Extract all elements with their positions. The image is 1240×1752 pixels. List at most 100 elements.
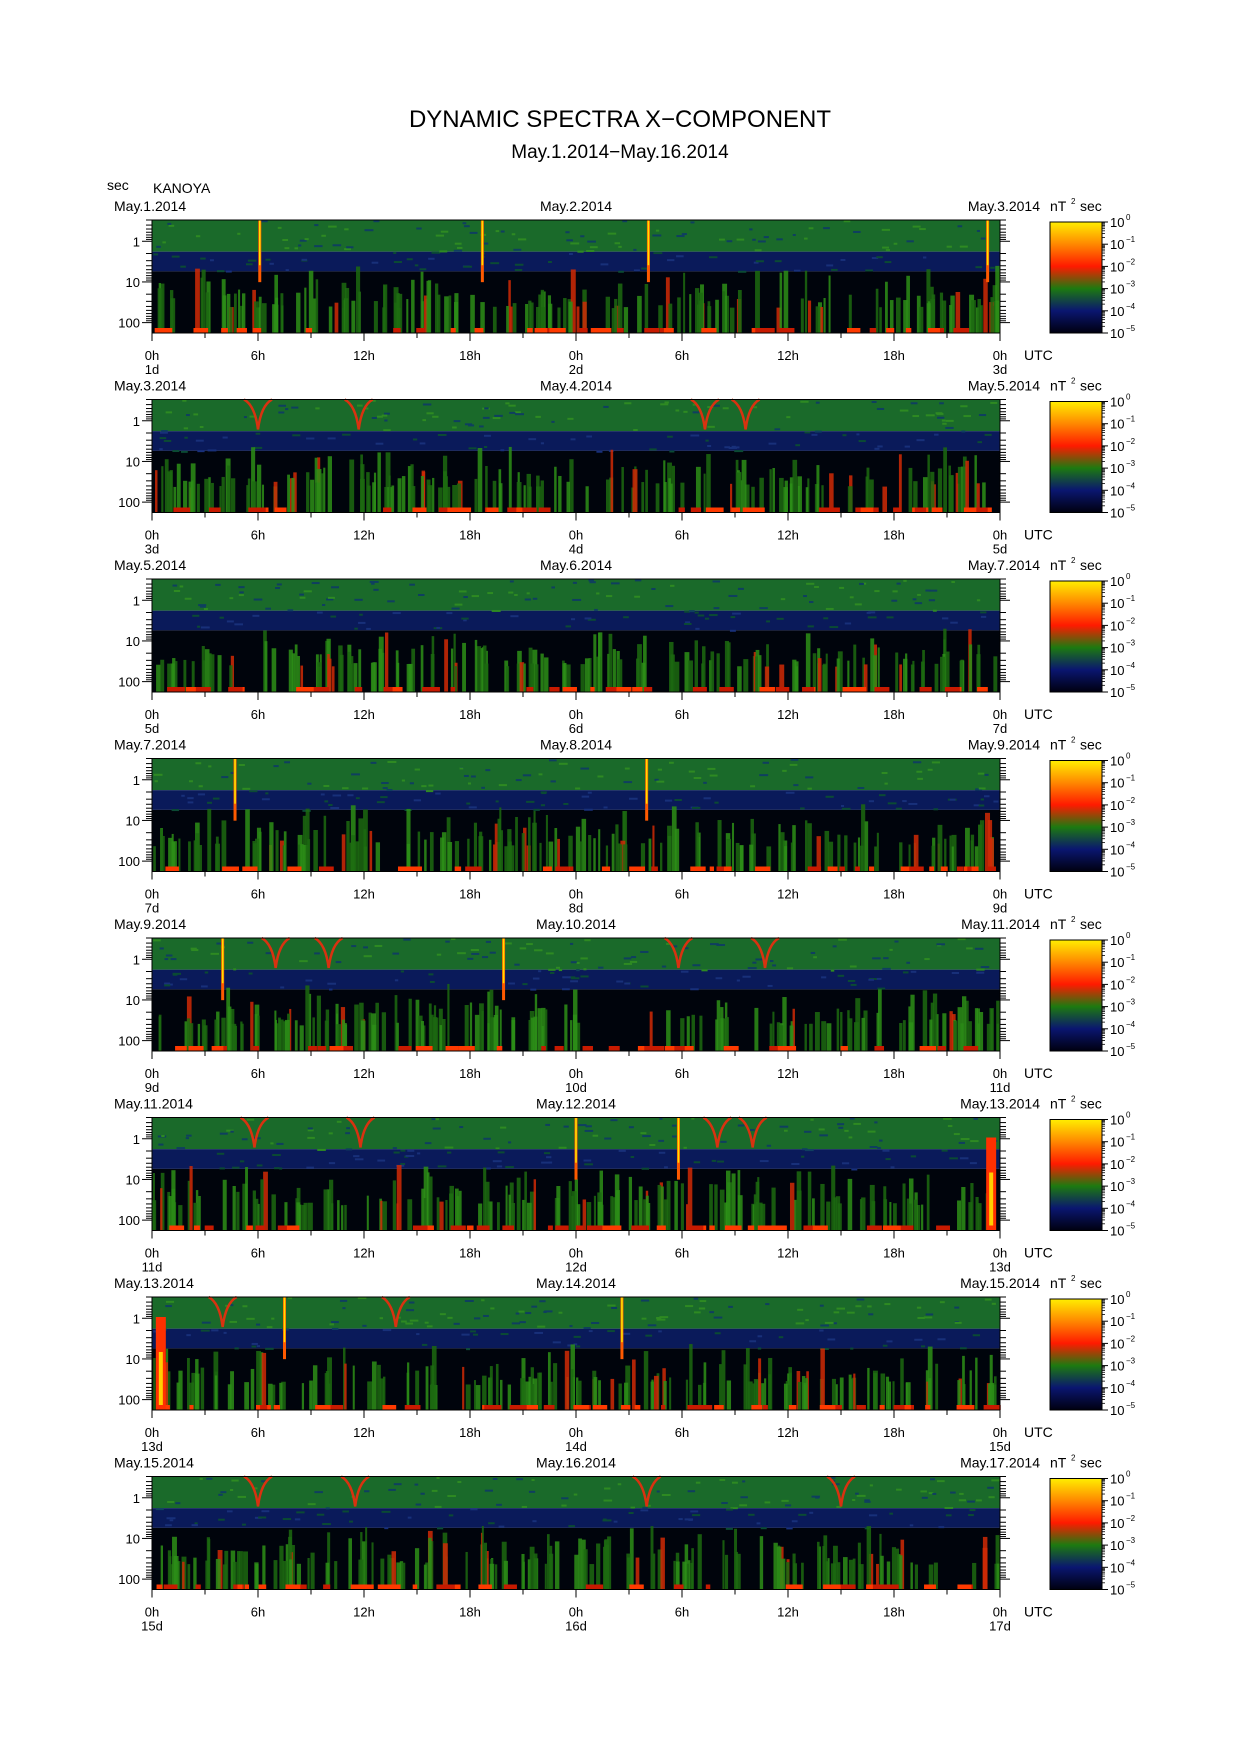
spectrum-texture — [857, 787, 865, 790]
spectrum-texture — [567, 417, 574, 420]
spectrum-texture — [904, 445, 910, 448]
spectrum-texture — [613, 1520, 618, 1523]
spectrum-texture — [910, 402, 918, 405]
colorbar-unit-sup: 2 — [1071, 736, 1076, 745]
spectrum-activity — [688, 660, 693, 692]
colorbar-tick-exp: −2 — [1126, 1155, 1136, 1164]
spectrum-texture — [314, 224, 319, 227]
spectrum-texture — [416, 227, 422, 230]
spectrum-texture — [558, 1311, 563, 1314]
spectrum-texture — [725, 1527, 733, 1530]
spectrum-activity — [853, 842, 857, 872]
spectrum-texture — [327, 437, 336, 440]
spectrum-texture — [256, 1164, 263, 1167]
spectrum-activity — [877, 647, 880, 692]
spectrum-texture — [481, 1299, 485, 1302]
spectrum-texture — [342, 433, 351, 436]
spectrum-activity — [508, 841, 512, 872]
spectrum-texture — [881, 771, 888, 774]
spectrum-floor — [398, 1046, 412, 1051]
spectrum-activity — [530, 302, 534, 333]
spectrum-texture — [270, 1142, 274, 1145]
spectrum-texture — [409, 1319, 419, 1322]
spectrum-texture — [649, 1144, 656, 1147]
spectrum-texture — [282, 1518, 292, 1521]
spectrum-texture — [216, 270, 225, 273]
spectrum-floor — [661, 1405, 666, 1410]
spectrum-texture — [936, 1480, 945, 1483]
colorbar-tick-label: 10 — [1110, 798, 1124, 813]
spectrum-activity — [312, 1365, 318, 1410]
spectrum-activity — [860, 845, 864, 872]
spectrum-texture — [823, 617, 829, 620]
spectrum-texture — [200, 1329, 210, 1332]
spectrum-texture — [354, 598, 363, 601]
spectrum-activity — [523, 485, 526, 513]
spectrum-activity — [442, 1543, 448, 1590]
spectrum-texture — [485, 940, 491, 943]
spectrum-activity — [986, 1023, 991, 1051]
spectrum-texture — [233, 968, 237, 971]
dispersive-feature — [207, 1295, 238, 1328]
spectrum-texture — [457, 952, 466, 955]
spectrum-activity — [482, 1375, 487, 1410]
spectrum-texture — [728, 1305, 733, 1308]
day-label: 13d — [989, 1260, 1011, 1275]
spectrum-texture — [826, 264, 834, 267]
spectrum-texture — [215, 583, 221, 586]
spectrum-activity — [280, 293, 284, 333]
colorbar — [1049, 760, 1103, 872]
spectrum-activity — [171, 841, 175, 872]
spectrum-floor — [818, 507, 830, 513]
spectrum-texture — [596, 592, 600, 595]
spectrum-texture — [877, 445, 883, 448]
spectrum-texture — [690, 988, 699, 991]
spectrum-activity — [778, 824, 781, 872]
spectrum-activity — [301, 1383, 305, 1410]
spectrum-activity — [261, 1352, 267, 1410]
spectrum-texture — [540, 442, 545, 445]
spectrum-texture — [887, 802, 897, 805]
spectrum-activity — [368, 1012, 372, 1051]
spectrum-texture — [505, 1166, 514, 1169]
spectrum-activity — [657, 1549, 663, 1590]
spectrum-texture — [954, 1321, 962, 1324]
spectrum-texture — [353, 1155, 360, 1158]
spectrum-texture — [179, 978, 188, 981]
spectrum-texture — [978, 414, 987, 417]
spectrum-activity — [495, 1363, 499, 1410]
spectrum-texture — [241, 1523, 246, 1526]
spectrum-activity — [664, 1199, 669, 1231]
spectrum-texture — [687, 1490, 696, 1493]
x-tick-label: 6h — [675, 528, 689, 543]
spectrum-texture — [500, 230, 505, 233]
spectrum-activity — [382, 1201, 387, 1231]
spectrum-activity — [439, 1201, 444, 1231]
spectrum-texture — [661, 965, 667, 968]
y-tick-label: 10 — [126, 813, 140, 828]
day-label: 5d — [993, 542, 1007, 557]
spectrum-activity — [271, 1194, 276, 1231]
spectrum-activity — [720, 1007, 724, 1051]
spectrum-texture — [519, 947, 527, 950]
spectrum-activity — [807, 1171, 812, 1231]
spectrum-texture — [400, 1149, 406, 1152]
spectrum-floor — [825, 507, 840, 513]
spectrum-texture — [426, 1325, 433, 1328]
spectrum-texture — [717, 944, 722, 947]
spectrum-activity — [913, 481, 918, 513]
spectrum-texture — [732, 612, 741, 615]
spectrum-texture — [230, 1489, 234, 1492]
spectrum-texture — [760, 1527, 767, 1530]
spectrum-texture — [219, 1167, 225, 1170]
spectrum-floor — [803, 1225, 815, 1231]
spectrum-texture — [229, 1304, 234, 1307]
spectrum-floor — [287, 866, 300, 872]
spectrum-activity — [454, 293, 459, 333]
spectrum-texture — [462, 222, 467, 225]
spectrum-texture — [484, 1489, 493, 1492]
spectrum-texture — [966, 947, 973, 950]
spectrum-activity — [553, 1363, 558, 1410]
spectrum-activity — [899, 664, 902, 692]
spectrum-floor — [780, 1046, 797, 1051]
